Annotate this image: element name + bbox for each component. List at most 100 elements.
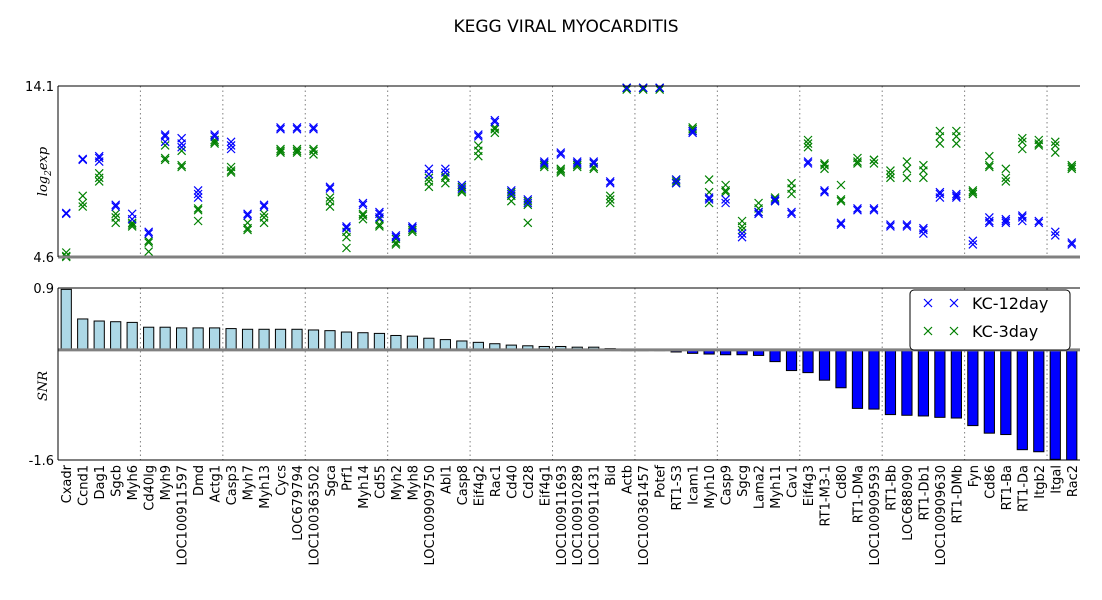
gene-label: RT1-DMb <box>950 465 965 523</box>
kc3-point-stroke-b <box>803 135 813 145</box>
kc3-point <box>78 191 88 201</box>
kc3-point <box>276 146 285 156</box>
kc3-point <box>803 139 813 149</box>
kc3-point <box>259 209 269 219</box>
kc12-point-stroke-b <box>951 189 961 199</box>
expression-panel: 14.1 4.6 log2exp <box>25 80 1080 266</box>
kc12-point-stroke-b <box>787 207 796 217</box>
kc12-point <box>556 149 566 159</box>
kc3-point-stroke-b <box>193 205 203 215</box>
kc3-point <box>556 164 566 174</box>
kc3-point <box>622 85 632 95</box>
kc3-point <box>243 225 252 235</box>
kc3-point-stroke-b <box>984 151 994 161</box>
kc12-point-stroke-b <box>375 212 384 222</box>
kc12-point-stroke-b <box>737 232 747 242</box>
kc12-point-stroke-b <box>803 157 813 167</box>
kc3-point-stroke-b <box>94 176 104 186</box>
kc3-point <box>391 239 401 249</box>
kc3-point <box>951 131 961 141</box>
gene-label: Rac1 <box>489 465 504 497</box>
legend-marker-kc3-b <box>949 326 959 336</box>
kc3-point <box>935 131 945 141</box>
kc3-point-stroke-b <box>935 131 945 141</box>
kc3-point-stroke-b <box>968 189 978 199</box>
kc12-point <box>78 154 88 164</box>
kc3-point <box>424 173 434 183</box>
gene-label: Myh2 <box>390 465 405 500</box>
kc12-point <box>375 209 384 219</box>
bottom-ytick-max: 0.9 <box>33 282 54 297</box>
kc12-point-stroke-b <box>342 223 351 233</box>
kc3-point <box>886 173 895 183</box>
kc3-point <box>226 167 236 177</box>
kc12-point-stroke-b <box>473 130 483 140</box>
gene-label: Bid <box>604 465 619 486</box>
snr-bar <box>769 349 781 363</box>
kc3-point-stroke-b <box>688 124 698 134</box>
kc3-point <box>210 139 220 149</box>
kc12-point-stroke-b <box>869 205 879 215</box>
bottom-ytick-min: -1.6 <box>29 454 54 469</box>
kc3-point <box>1067 162 1077 172</box>
kc3-point <box>375 221 384 231</box>
kc3-point <box>968 189 978 199</box>
snr-bar <box>884 349 897 416</box>
kc3-point <box>688 124 698 134</box>
kc3-point <box>111 218 121 228</box>
kc12-point-stroke-b <box>572 158 582 168</box>
kc3-point-stroke-b <box>737 216 747 226</box>
legend-label-kc3: KC-3day <box>972 322 1038 341</box>
kc12-point <box>1067 239 1077 249</box>
kc3-point-stroke-b <box>177 162 187 172</box>
kc3-point-stroke-b <box>309 149 318 159</box>
kc12-point-stroke-b <box>193 193 203 203</box>
kc12-point <box>951 191 961 201</box>
snr-bar <box>1049 349 1061 460</box>
kc3-point-stroke-b <box>78 191 88 201</box>
kc3-point-stroke-b <box>803 142 813 152</box>
kc3-point-stroke-b <box>1017 144 1027 154</box>
kc12-point <box>127 214 137 224</box>
kc12-point <box>605 176 615 186</box>
kc12-point-stroke-b <box>111 202 121 212</box>
kc12-point-stroke-b <box>424 169 434 179</box>
top-group-separators <box>139 86 1048 257</box>
gene-label: Cxadr <box>60 464 75 503</box>
kc3-point-stroke-b <box>1050 148 1060 158</box>
kc3-point-stroke-b <box>671 176 681 186</box>
kc12-point-stroke-b <box>951 193 961 203</box>
kc12-point <box>688 126 698 136</box>
kc12-point <box>556 148 566 158</box>
kc12-point <box>1034 216 1044 226</box>
kc12-point <box>226 144 236 154</box>
kc12-point-stroke-b <box>226 137 236 147</box>
kc12-point-stroke-b <box>94 153 104 163</box>
kc3-point-stroke-b <box>836 194 846 204</box>
kc12-point-stroke-b <box>276 122 285 132</box>
kc12-point-stroke-b <box>61 208 71 218</box>
kc3-point <box>111 209 121 219</box>
kc3-point <box>78 198 88 208</box>
kc12-point <box>918 225 928 235</box>
kc3-point <box>457 187 467 197</box>
snr-bar <box>340 331 353 351</box>
kc12-point-stroke-b <box>704 193 714 203</box>
kc3-point <box>292 148 302 158</box>
kc12-point <box>1017 212 1027 222</box>
snr-bar <box>835 349 847 389</box>
kc3-point-stroke-b <box>325 202 335 212</box>
kc3-point <box>869 158 879 168</box>
kc12-point-stroke-b <box>886 220 895 230</box>
kc3-point-stroke-b <box>177 160 187 170</box>
gene-label: Itgal <box>1049 465 1064 494</box>
snr-bar <box>1016 349 1028 451</box>
gene-label: Icam1 <box>687 465 702 505</box>
kc3-point <box>556 166 566 176</box>
kc3-point-stroke-b <box>292 148 302 158</box>
kc3-point <box>259 212 269 222</box>
kc12-point-stroke-b <box>638 83 648 93</box>
kc3-point <box>886 166 895 176</box>
kc3-point-stroke-b <box>440 178 450 188</box>
kc12-point-stroke-b <box>111 200 121 210</box>
